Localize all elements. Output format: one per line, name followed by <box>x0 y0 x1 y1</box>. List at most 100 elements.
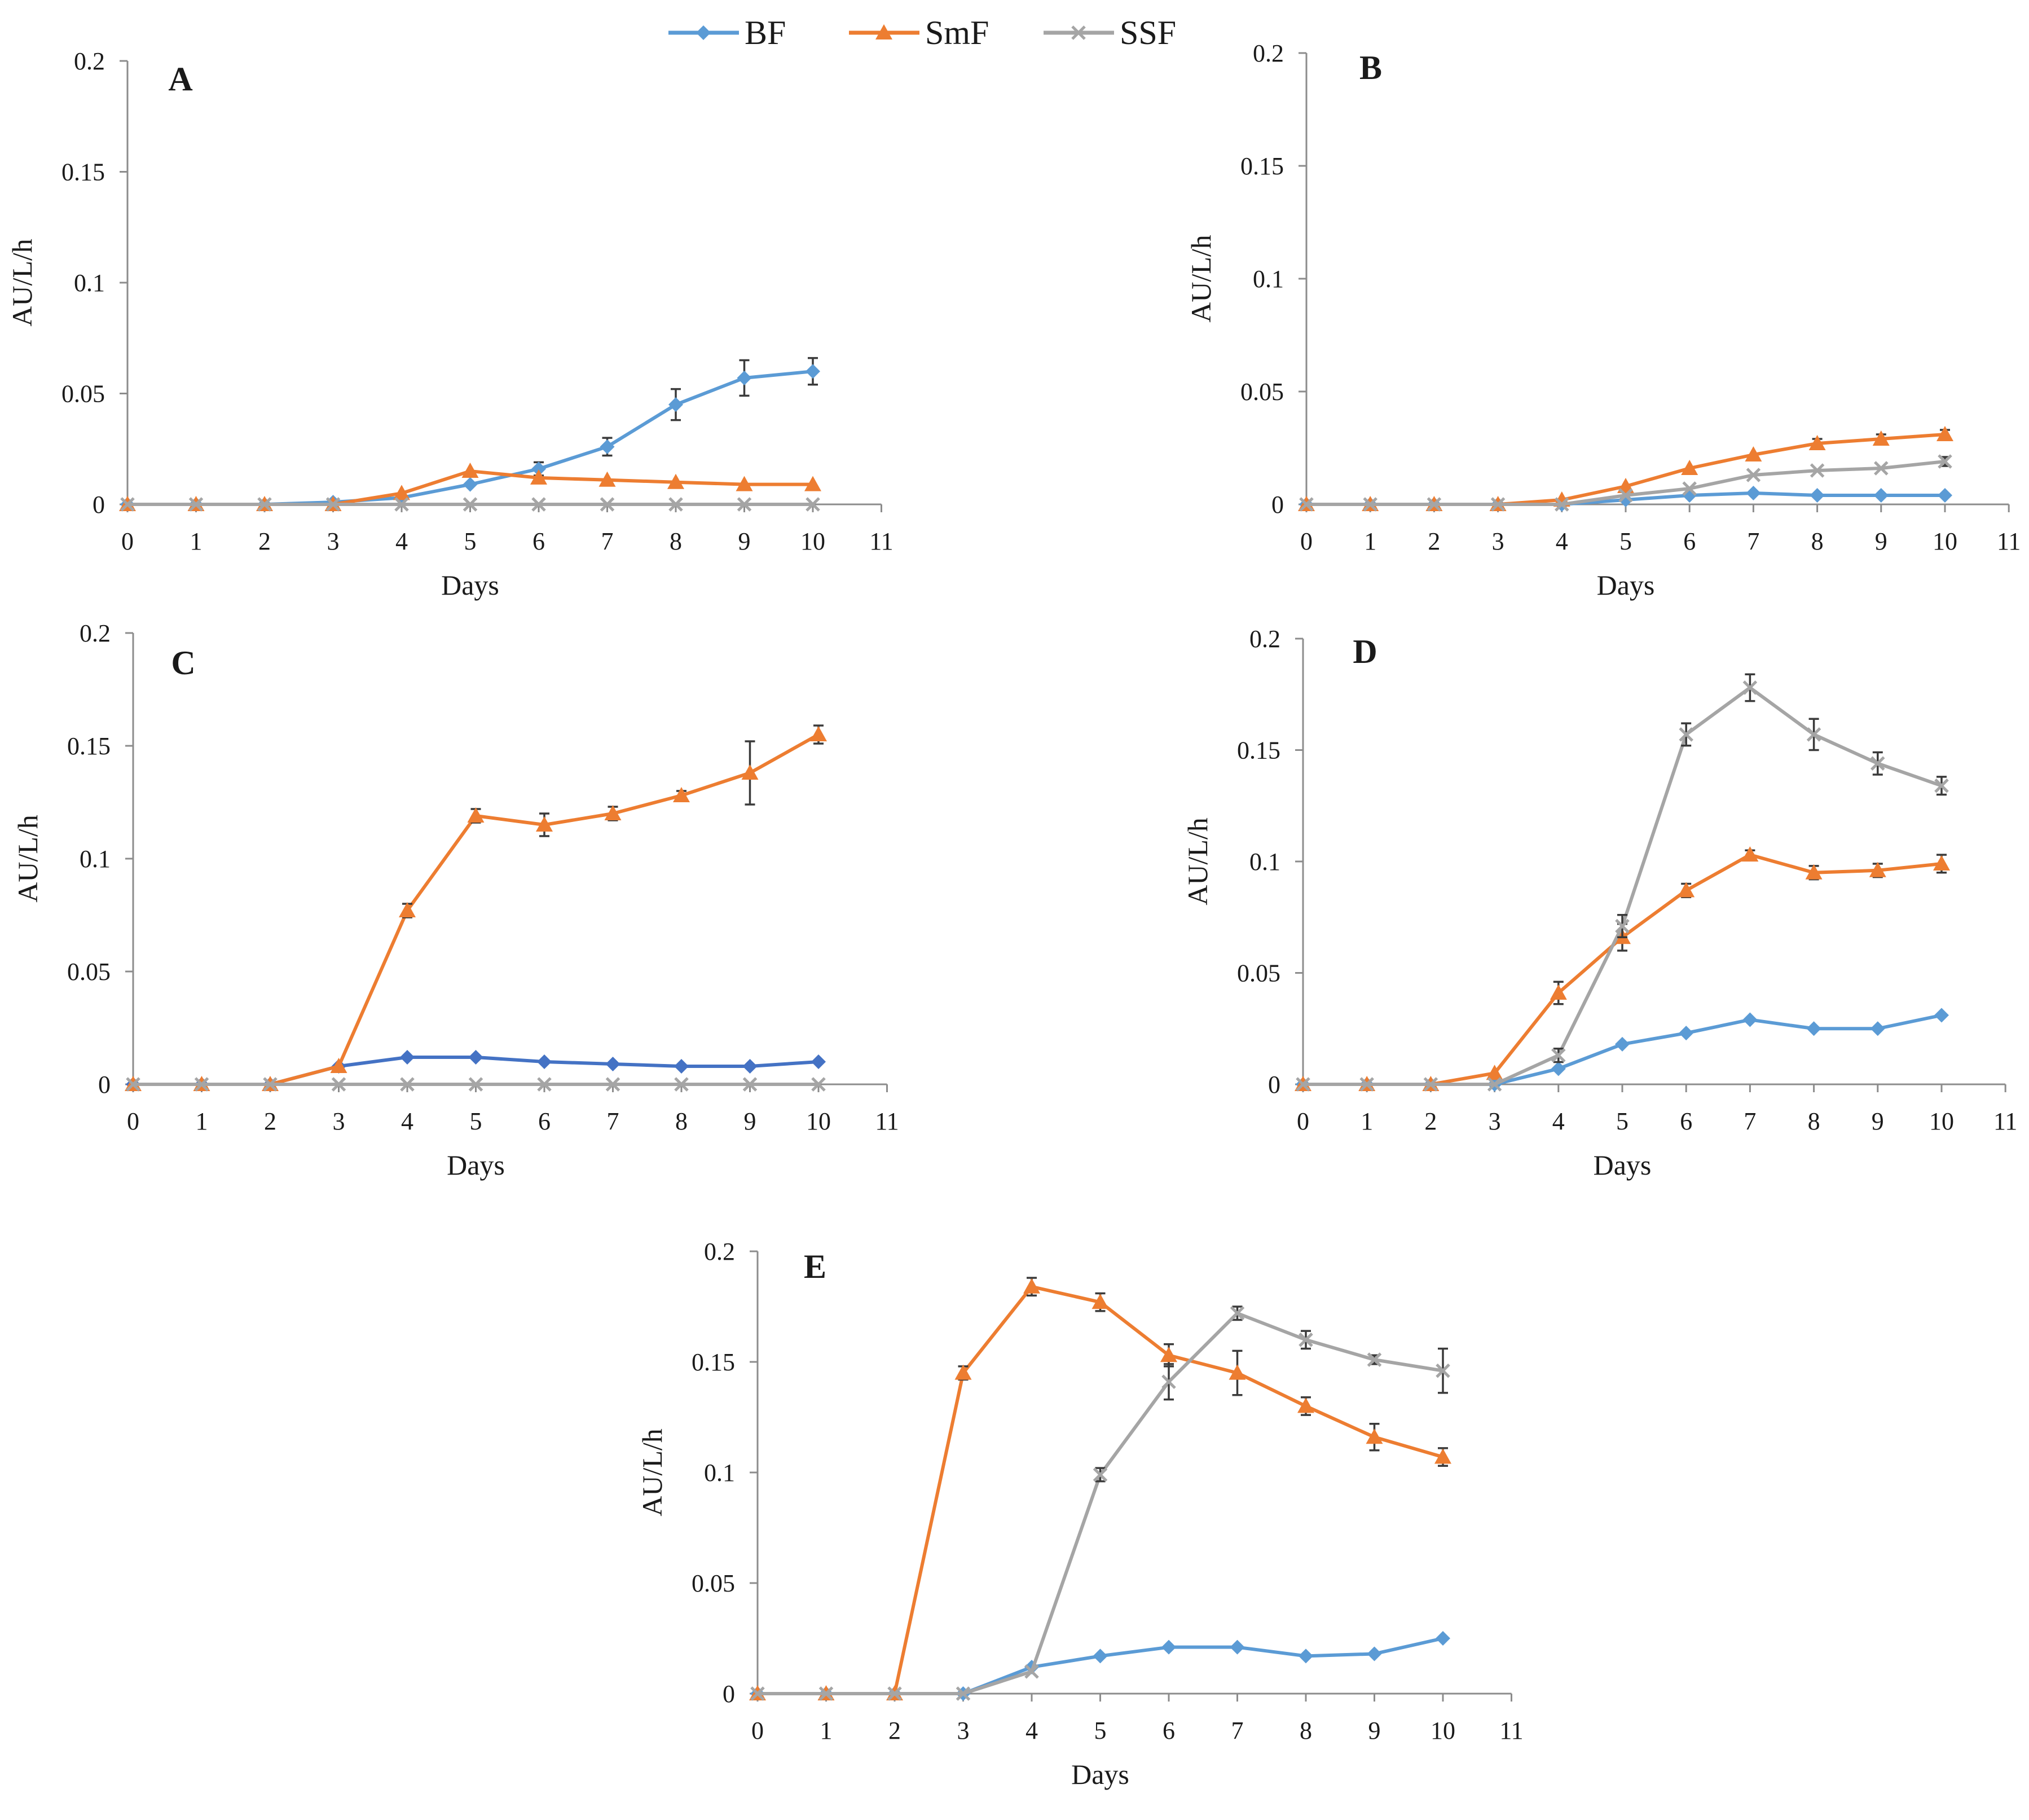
y-tick-label: 0.05 <box>1237 960 1280 987</box>
data-point <box>257 497 272 512</box>
x-tick-label: 6 <box>1683 527 1696 555</box>
data-point <box>1934 778 1949 793</box>
y-tick-label: 0.2 <box>1253 39 1284 67</box>
data-point <box>1093 1648 1108 1664</box>
data-point <box>536 816 553 832</box>
data-point <box>1023 1278 1040 1294</box>
x-tick-label: 2 <box>258 527 271 555</box>
x-tick-label: 8 <box>1811 527 1824 555</box>
x-tick-label: 6 <box>532 527 545 555</box>
x-tick-label: 11 <box>875 1107 899 1135</box>
y-tick-label: 0 <box>1271 491 1284 518</box>
data-point <box>1551 1061 1566 1076</box>
panel-d: 0 0.05 0.1 0.15 0.2 0 1 2 3 4 5 6 7 8 9 10 11 Days AU/L/h D <box>1182 625 2017 1181</box>
data-point <box>668 497 683 512</box>
data-point <box>1741 846 1759 862</box>
data-point <box>393 485 410 500</box>
data-point <box>742 1077 758 1092</box>
y-axis-title: AU/L/h <box>1182 817 1213 905</box>
data-point <box>1161 1374 1176 1390</box>
x-tick-label: 10 <box>806 1107 831 1135</box>
panel-label: B <box>1359 49 1382 86</box>
y-tick-label: 0.1 <box>80 845 111 873</box>
x-tick-label: 7 <box>1231 1717 1244 1744</box>
x-tick-label: 10 <box>1431 1717 1455 1744</box>
data-point <box>811 1077 826 1092</box>
data-point <box>674 1077 689 1092</box>
data-point <box>1427 497 1442 512</box>
data-point <box>605 1077 620 1092</box>
data-point <box>806 497 820 512</box>
data-point <box>1934 1008 1949 1023</box>
x-tick-label: 10 <box>1933 527 1957 555</box>
data-point <box>605 1057 620 1071</box>
data-point <box>1746 468 1761 482</box>
y-tick-label: 0.2 <box>74 47 105 75</box>
x-tick-label: 6 <box>538 1107 551 1135</box>
data-point <box>806 364 820 379</box>
series-ssf <box>750 1305 1450 1701</box>
x-tick-label: 9 <box>744 1107 756 1135</box>
data-point <box>1091 1294 1109 1309</box>
legend-label: SmF <box>925 14 989 51</box>
panel-a: 0 0.05 0.1 0.15 0.2 0 1 2 3 4 5 6 7 8 9 10 11 Days AU/L/h A <box>6 47 894 601</box>
x-tick-label: 2 <box>888 1717 901 1744</box>
data-point <box>1230 1305 1245 1321</box>
data-point <box>673 787 690 802</box>
x-tick-label: 3 <box>1492 527 1504 555</box>
data-point <box>1873 488 1889 503</box>
data-point <box>467 807 485 823</box>
x-tick-label: 2 <box>264 1107 276 1135</box>
x-tick-label: 3 <box>333 1107 345 1135</box>
y-tick-label: 0.1 <box>1253 265 1284 293</box>
data-point <box>463 477 478 492</box>
x-tick-label: 6 <box>1163 1717 1175 1744</box>
data-point <box>1299 1648 1313 1664</box>
data-point <box>1806 727 1821 742</box>
x-tick-label: 4 <box>395 527 408 555</box>
y-tick-label: 0.2 <box>80 619 111 647</box>
y-tick-label: 0.05 <box>692 1570 735 1597</box>
x-tick-label: 9 <box>1875 527 1887 555</box>
data-point <box>1810 488 1825 503</box>
x-tick-label: 9 <box>738 527 751 555</box>
data-point <box>1870 756 1885 771</box>
data-point <box>1615 918 1630 934</box>
x-axis-title: Days <box>1594 1149 1652 1181</box>
y-axis-title: AU/L/h <box>1185 235 1217 323</box>
x-tick-label: 9 <box>1368 1717 1381 1744</box>
data-point <box>463 497 478 512</box>
data-point <box>674 1059 689 1074</box>
x-tick-label: 1 <box>820 1717 833 1744</box>
x-tick-label: 7 <box>607 1107 619 1135</box>
x-tick-label: 8 <box>675 1107 688 1135</box>
y-tick-label: 0.2 <box>704 1238 735 1265</box>
x-tick-label: 8 <box>670 527 682 555</box>
x-tick-label: 4 <box>1552 1107 1565 1135</box>
data-point <box>1551 1048 1566 1063</box>
x-tick-label: 5 <box>1616 1107 1629 1135</box>
y-tick-label: 0.05 <box>67 958 111 986</box>
x-tick-label: 1 <box>196 1107 208 1135</box>
data-point <box>1869 861 1886 877</box>
y-tick-label: 0 <box>98 1071 111 1098</box>
data-point <box>325 497 341 512</box>
data-point <box>194 1077 209 1092</box>
legend-marker <box>696 25 711 40</box>
data-point <box>1366 1428 1383 1444</box>
data-point <box>1681 460 1698 475</box>
data-point <box>1679 727 1693 742</box>
data-point <box>1487 1077 1502 1092</box>
data-point <box>330 1058 347 1073</box>
data-point <box>1359 1077 1374 1092</box>
x-tick-label: 11 <box>1499 1717 1523 1744</box>
data-point <box>1806 1021 1821 1036</box>
data-point <box>1296 1077 1310 1092</box>
legend-label: BF <box>745 14 786 51</box>
data-point <box>667 473 684 489</box>
data-point <box>1742 680 1758 695</box>
data-point <box>468 1050 483 1065</box>
series-ssf <box>120 497 820 512</box>
x-tick-label: 11 <box>1993 1107 2017 1135</box>
data-point <box>1805 864 1823 880</box>
